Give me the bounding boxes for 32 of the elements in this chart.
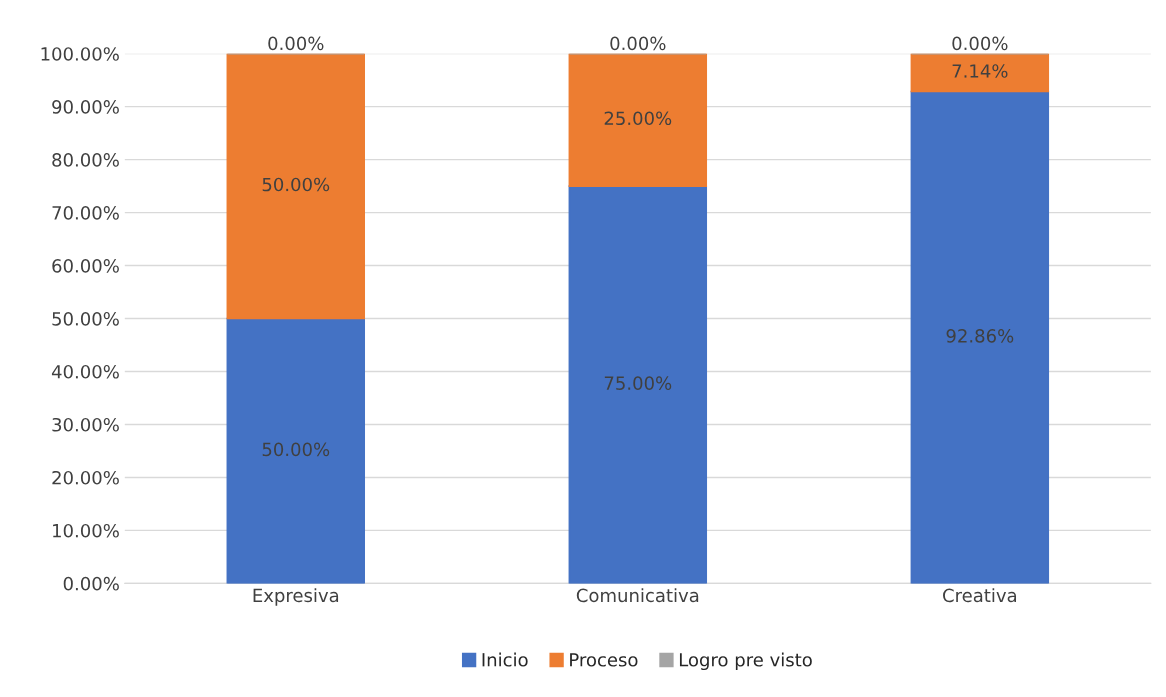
y-tick-label: 80.00% xyxy=(52,153,119,167)
data-label: 7.14% xyxy=(952,64,1008,78)
bar xyxy=(910,53,1050,93)
data-label: 50.00% xyxy=(262,177,330,192)
y-tick-label: 100.00% xyxy=(41,47,119,61)
data-label: 50.00% xyxy=(262,442,330,457)
y-tick-label: 90.00% xyxy=(52,100,119,114)
data-label: 25.00% xyxy=(604,111,672,126)
y-tick-label: 70.00% xyxy=(52,206,119,220)
legend-label: Inicio xyxy=(482,652,528,667)
data-label: 0.00% xyxy=(952,36,1008,51)
y-tick-label: 40.00% xyxy=(51,364,119,379)
bar xyxy=(568,53,708,187)
data-label: 0.00% xyxy=(610,36,666,51)
legend-label: Logro pre visto xyxy=(679,652,812,671)
bar xyxy=(226,53,366,320)
x-tick-label: Comunicativa xyxy=(576,588,699,603)
legend-label: Proceso xyxy=(570,653,638,667)
y-tick-label: 50.00% xyxy=(52,311,119,326)
data-label: 75.00% xyxy=(604,376,672,390)
data-label: 0.00% xyxy=(268,36,324,51)
y-tick-label: 30.00% xyxy=(52,417,119,432)
bar xyxy=(910,90,1050,584)
y-tick-label: 20.00% xyxy=(52,470,119,485)
bar xyxy=(226,317,366,584)
y-tick-label: 60.00% xyxy=(52,259,119,273)
y-tick-label: 10.00% xyxy=(53,523,119,538)
y-tick-label: 0.00% xyxy=(63,576,119,591)
x-tick-label: Creativa xyxy=(943,588,1017,603)
data-label: 92.86% xyxy=(946,329,1014,343)
x-tick-label: Expresiva xyxy=(253,588,339,606)
bar xyxy=(568,185,708,584)
